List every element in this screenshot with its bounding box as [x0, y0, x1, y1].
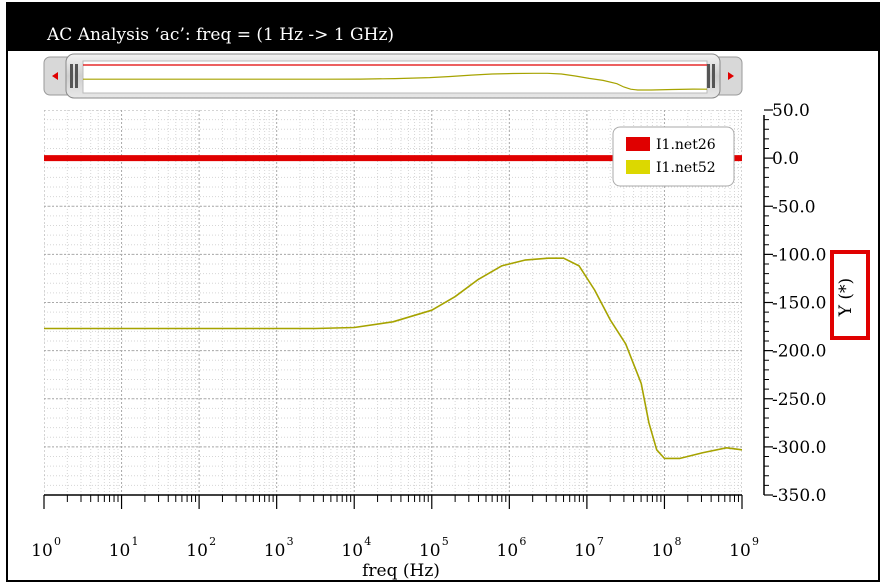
y-axis-label: Y (*): [836, 278, 856, 317]
x-tick-exponent: 1: [132, 535, 139, 548]
slider-left-arrow-icon[interactable]: [52, 72, 58, 80]
title-bar: AC Analysis ‘ac’: freq = (1 Hz -> 1 GHz): [7, 3, 879, 51]
x-tick-exponent: 0: [54, 535, 61, 548]
slider-right-arrow-icon[interactable]: [728, 72, 734, 80]
window-title: AC Analysis ‘ac’: freq = (1 Hz -> 1 GHz): [47, 25, 395, 45]
x-tick-label: 10: [419, 541, 441, 561]
y-tick-label: -50.0: [772, 197, 816, 217]
slider-right-grip[interactable]: [707, 64, 715, 88]
overview-slider[interactable]: [43, 53, 743, 99]
x-tick-exponent: 8: [674, 535, 681, 548]
slider-left-grip[interactable]: [70, 64, 78, 88]
y-tick-label: 50.0: [772, 101, 810, 121]
y-tick-label: -250.0: [772, 390, 826, 410]
x-tick-label: 10: [109, 541, 131, 561]
y-tick-label: -300.0: [772, 438, 826, 458]
x-tick-label: 10: [574, 541, 596, 561]
y-axis-label-highlight: [830, 250, 870, 340]
overview-line-I1-net52: [83, 72, 708, 91]
x-tick-label: 10: [497, 541, 519, 561]
legend-swatch: [626, 137, 650, 151]
x-tick-exponent: 5: [442, 535, 449, 548]
y-tick-label: -200.0: [772, 342, 826, 362]
y-tick-label: -350.0: [772, 486, 826, 506]
x-tick-exponent: 9: [752, 535, 759, 548]
legend[interactable]: I1.net26 I1.net52: [612, 126, 735, 187]
x-tick-exponent: 6: [519, 535, 526, 548]
legend-swatch: [626, 160, 650, 174]
x-tick-label: 10: [652, 541, 674, 561]
x-tick-label: 10: [729, 541, 751, 561]
x-axis-label: freq (Hz): [362, 561, 440, 581]
series-line-I1-net52: [44, 257, 742, 460]
x-tick-label: 10: [341, 541, 363, 561]
y-tick-label: -150.0: [772, 294, 826, 314]
y-tick-label: -100.0: [772, 245, 826, 265]
x-tick-exponent: 7: [597, 535, 604, 548]
x-tick-label: 10: [264, 541, 286, 561]
legend-label: I1.net26: [656, 137, 716, 153]
legend-label: I1.net52: [656, 160, 716, 176]
x-tick-exponent: 3: [287, 535, 294, 548]
x-tick-label: 10: [186, 541, 208, 561]
x-tick-exponent: 2: [209, 535, 216, 548]
y-tick-label: 0.0: [772, 149, 799, 169]
x-tick-label: 10: [31, 541, 53, 561]
x-tick-exponent: 4: [364, 535, 371, 548]
